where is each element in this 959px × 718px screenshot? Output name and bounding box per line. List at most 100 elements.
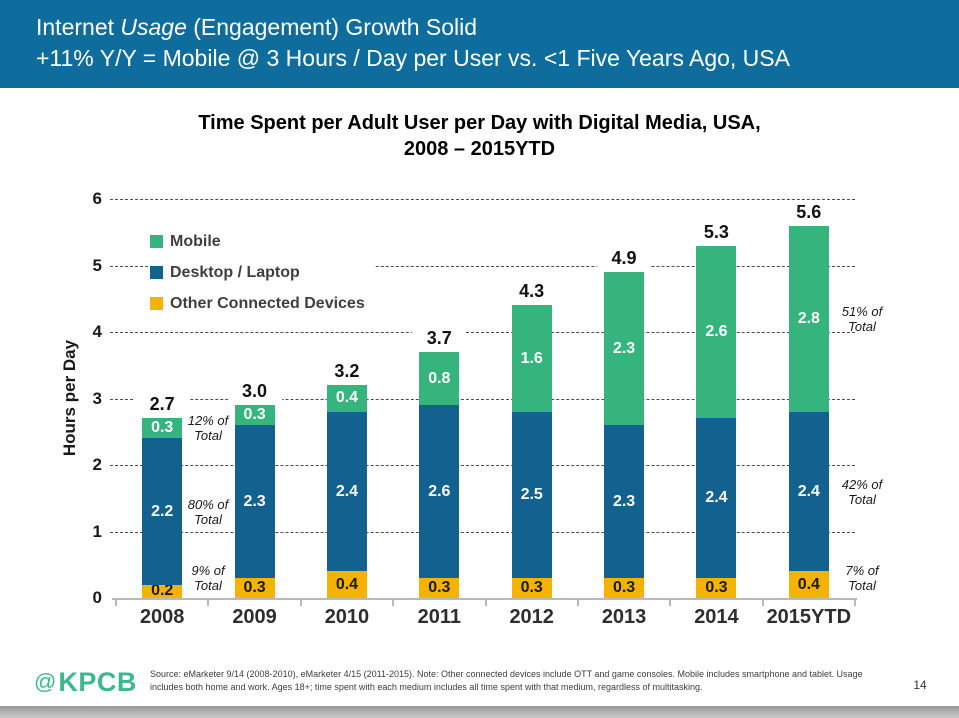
bar-segment-other-connected-devices: 0.2 — [142, 582, 183, 599]
x-axis-tick — [761, 600, 764, 606]
x-axis-label-2009: 2009 — [232, 606, 277, 628]
bar-segment-value: 2.4 — [797, 482, 820, 500]
legend-label: Other Connected Devices — [170, 294, 365, 312]
x-axis-label-2015ytd: 2015YTD — [766, 606, 852, 628]
bar-total-label: 4.3 — [504, 281, 559, 302]
x-axis-tick — [299, 600, 302, 606]
x-axis-label-2008: 2008 — [139, 606, 185, 628]
bar-segment-other-connected-devices: 0.4 — [788, 571, 829, 598]
gridline-y2 — [110, 465, 855, 466]
bar-total-label: 4.9 — [597, 248, 652, 269]
chart-title-line2: 2008 – 2015YTD — [403, 138, 556, 160]
bar-segment-value: 2.5 — [520, 485, 543, 503]
bar-segment-mobile: 0.3 — [234, 405, 275, 426]
annotation-right: 7% of Total — [845, 563, 879, 593]
bar-segment-other-connected-devices: 0.3 — [511, 578, 552, 598]
legend: Mobile Desktop / Laptop Other Connected De… — [148, 224, 375, 321]
header-banner: Internet Usage (Engagement) Growth Solid… — [0, 0, 959, 88]
legend-label: Mobile — [170, 232, 221, 250]
bar-segment-mobile: 2.8 — [788, 225, 829, 412]
bar-segment-desktop-laptop: 2.2 — [142, 438, 183, 585]
gridline-y4 — [110, 332, 855, 333]
gridline-y1 — [110, 531, 855, 533]
bar-segment-value: 0.3 — [428, 579, 451, 597]
bar-total-label: 5.6 — [781, 201, 836, 222]
page-number: 14 — [913, 678, 927, 692]
bar-total-label: 3.2 — [319, 361, 374, 382]
bar-segment-mobile: 2.6 — [696, 245, 737, 419]
y-tick-label-1: 1 — [92, 521, 102, 541]
chart-title-line1: Time Spent per Adult User per Day with D… — [198, 112, 761, 134]
header-title-line2: +11% Y/Y = Mobile @ 3 Hours / Day per Us… — [36, 45, 790, 71]
y-tick-label-5: 5 — [92, 255, 102, 275]
x-axis-tick — [392, 600, 395, 606]
bar-segment-other-connected-devices: 0.3 — [419, 578, 460, 598]
header-line1-italic: Usage — [120, 14, 187, 40]
bar-segment-value: 0.8 — [428, 369, 451, 387]
x-axis-label-2013: 2013 — [601, 606, 647, 628]
bar-segment-desktop-laptop: 2.4 — [326, 411, 367, 572]
y-tick-label-0: 0 — [92, 588, 102, 607]
bar-segment-value: 0.3 — [520, 579, 543, 597]
bar-segment-value: 0.3 — [243, 406, 266, 424]
kpcb-logo: @ KPCB — [34, 664, 137, 700]
bar-segment-value: 2.6 — [428, 482, 451, 500]
bar-segment-value: 2.3 — [612, 339, 636, 357]
bar-total-label: 2.7 — [135, 394, 190, 415]
annotation-left: 9% of Total — [191, 563, 225, 593]
bar-segment-value: 0.3 — [151, 419, 174, 437]
header-line1-prefix: Internet — [36, 14, 114, 40]
x-axis-label-2011: 2011 — [417, 606, 461, 628]
legend-swatch-icon — [150, 235, 163, 248]
bar-segment-value: 2.4 — [705, 489, 728, 507]
legend-item-desktop-laptop: Desktop / Laptop — [150, 257, 365, 288]
bar-total-label: 3.0 — [227, 381, 282, 402]
bar-segment-desktop-laptop: 2.5 — [511, 411, 552, 579]
y-tick-label-3: 3 — [92, 388, 102, 408]
bar-segment-value: 2.8 — [797, 309, 820, 327]
y-tick-label-4: 4 — [92, 322, 102, 341]
bar-segment-desktop-laptop: 2.3 — [604, 425, 645, 579]
bar-segment-other-connected-devices: 0.3 — [696, 578, 737, 598]
bar-total-label: 3.7 — [412, 327, 467, 348]
legend-item-other-connected-devices: Other Connected Devices — [150, 288, 365, 319]
bar-segment-value: 0.4 — [335, 575, 359, 593]
x-axis-label-2014: 2014 — [694, 606, 739, 628]
x-axis-tick — [854, 600, 856, 606]
x-axis-tick — [576, 600, 579, 606]
x-axis-label-2010: 2010 — [324, 606, 370, 628]
chart-title: Time Spent per Adult User per Day with D… — [0, 110, 959, 162]
bottom-bar — [0, 706, 959, 718]
x-axis-tick — [669, 600, 672, 606]
bar-segment-mobile: 0.8 — [419, 351, 460, 406]
bar-segment-mobile: 1.6 — [511, 305, 552, 412]
bar-segment-desktop-laptop: 2.6 — [419, 405, 460, 579]
y-tick-label-2: 2 — [92, 455, 102, 474]
annotation-right: 42% of Total — [841, 476, 883, 507]
annotation-right: 51% of Total — [841, 303, 883, 334]
kpcb-logo-at-icon: @ — [34, 669, 57, 694]
kpcb-logo-text: KPCB — [58, 666, 137, 697]
bar-segment-value: 0.3 — [705, 579, 728, 597]
gridline-y3 — [110, 398, 855, 400]
gridline-y5 — [110, 265, 855, 267]
source-note: Source: eMarketer 9/14 (2008-2010), eMar… — [150, 669, 863, 692]
bar-segment-value: 0.4 — [797, 575, 820, 593]
bar-segment-value: 2.3 — [612, 492, 636, 510]
bar-segment-mobile: 0.4 — [326, 385, 367, 412]
bar-segment-value: 0.4 — [335, 389, 359, 407]
bar-segment-value: 2.3 — [243, 492, 266, 510]
annotation-left: 12% of Total — [187, 413, 229, 444]
x-axis-tick — [484, 600, 487, 606]
bar-segment-desktop-laptop: 2.4 — [696, 418, 737, 579]
bar-segment-desktop-laptop: 2.4 — [788, 411, 829, 572]
x-axis-label-2012: 2012 — [509, 606, 554, 628]
bar-segment-other-connected-devices: 0.3 — [604, 578, 645, 598]
bar-segment-value: 2.4 — [335, 482, 359, 500]
annotation-left: 80% of Total — [187, 496, 229, 527]
bar-segment-value: 2.6 — [705, 322, 728, 340]
legend-swatch-icon — [150, 297, 163, 310]
bar-segment-mobile: 0.3 — [142, 418, 183, 439]
